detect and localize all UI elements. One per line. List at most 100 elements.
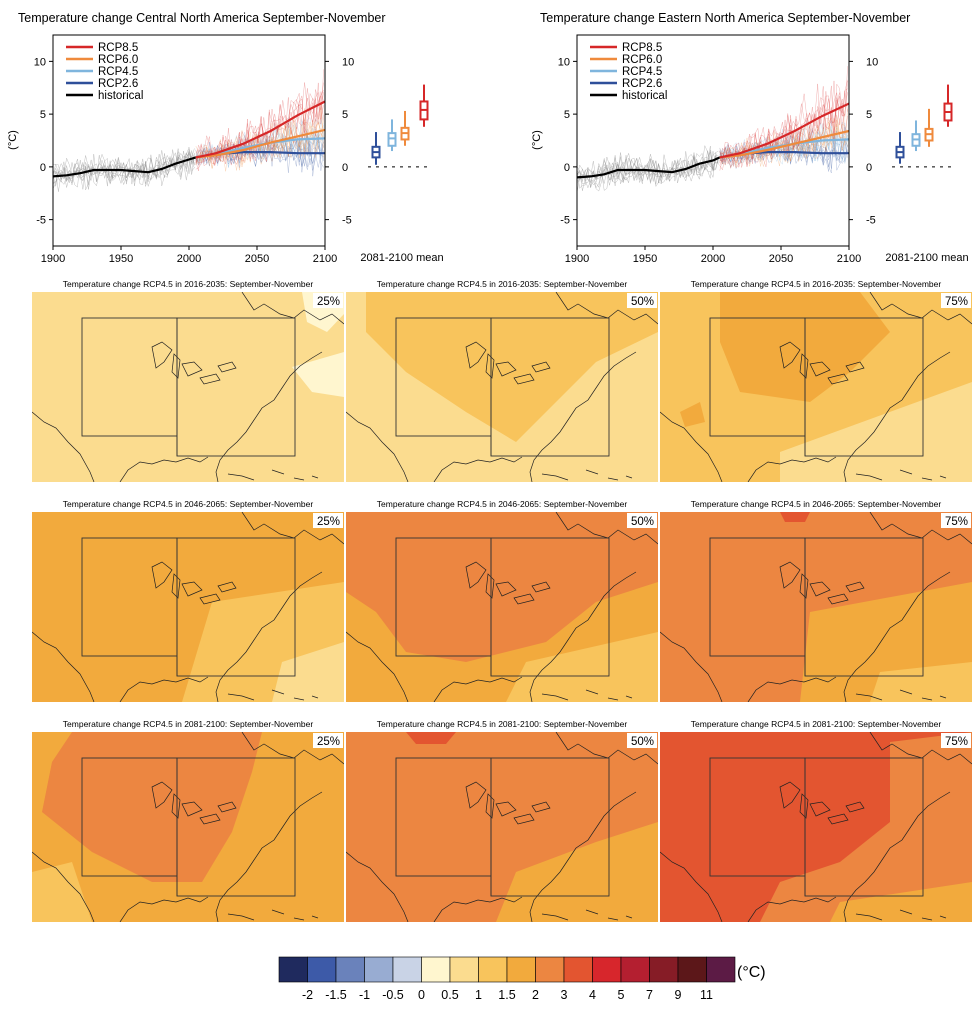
percent-label: 75% — [945, 516, 968, 528]
percent-label: 50% — [631, 516, 654, 528]
map-contour-region — [830, 882, 972, 922]
great-lakes — [779, 341, 865, 385]
x-tick-label: 2000 — [177, 253, 201, 265]
ensemble-spread — [577, 66, 848, 193]
map-title: Temperature change RCP4.5 in 2016-2035: … — [377, 279, 628, 289]
mean-line-rcp60 — [719, 129, 849, 159]
map-panel: Temperature change RCP4.5 in 2046-2065: … — [32, 499, 344, 702]
map-contour-region — [680, 402, 705, 427]
boxplot-rcp45 — [387, 119, 397, 152]
map-title: Temperature change RCP4.5 in 2016-2035: … — [691, 279, 942, 289]
y-axis-label: (°C) — [531, 130, 543, 150]
colorbar-cell — [535, 956, 565, 983]
y-tick-label-right: 10 — [342, 56, 354, 68]
historical-ensemble-member — [577, 157, 719, 189]
x-tick-label: 1900 — [41, 253, 65, 265]
colorbar-tick-label: 0.5 — [441, 988, 458, 1002]
scenario-ensemble-member — [195, 137, 324, 171]
boxplot-rcp60 — [924, 108, 934, 147]
percent-label-background — [313, 733, 343, 748]
colorbar-tick-label: 1 — [475, 988, 482, 1002]
map-background — [32, 292, 344, 482]
y-tick-label-right: 10 — [866, 56, 878, 68]
colorbar-cell — [278, 956, 308, 983]
colorbar-cell — [307, 956, 337, 983]
scenario-ensemble-member — [719, 122, 848, 165]
scenario-ensemble-member — [719, 92, 848, 164]
x-tick-label: 2050 — [245, 253, 269, 265]
percent-label-background — [313, 513, 343, 528]
percent-label: 25% — [317, 296, 340, 308]
map-panel: Temperature change RCP4.5 in 2081-2100: … — [32, 719, 344, 922]
scenario-ensemble-member — [719, 134, 848, 172]
map-panel: Temperature change RCP4.5 in 2046-2065: … — [346, 499, 658, 702]
great-lakes — [151, 561, 237, 605]
scenario-ensemble-member — [719, 130, 848, 164]
legend-label: RCP2.6 — [622, 78, 662, 90]
y-tick-label: -5 — [560, 215, 570, 227]
percent-label: 50% — [631, 296, 654, 308]
caribbean-islands — [227, 689, 319, 701]
caribbean-islands — [855, 909, 947, 921]
map-title: Temperature change RCP4.5 in 2046-2065: … — [63, 499, 314, 509]
boxplot-rcp60 — [400, 110, 410, 146]
scenario-ensemble-member — [719, 128, 848, 164]
scenario-ensemble-member — [719, 83, 848, 171]
colorbar-tick-label: -0.5 — [382, 988, 404, 1002]
map-panel: Temperature change RCP4.5 in 2016-2035: … — [32, 279, 344, 482]
boxplot-rcp45 — [911, 120, 921, 152]
colorbar-cell — [620, 956, 650, 983]
map-body — [32, 512, 344, 702]
scenario-ensemble-member — [719, 120, 848, 165]
map-contour-region — [366, 292, 658, 442]
percent-label: 50% — [631, 736, 654, 748]
colorbar-tick-label: 4 — [589, 988, 596, 1002]
y-tick-label: 5 — [564, 109, 570, 121]
map-title: Temperature change RCP4.5 in 2081-2100: … — [691, 719, 942, 729]
percent-label-background — [941, 513, 971, 528]
region-box-eastern — [176, 757, 296, 897]
percent-label-background — [627, 513, 657, 528]
colorbar-cell — [421, 956, 451, 983]
colorbar-tick-label: 0 — [418, 988, 425, 1002]
percent-label: 75% — [945, 736, 968, 748]
x-tick-label: 1950 — [109, 253, 133, 265]
region-box-eastern — [490, 317, 610, 457]
map-contour-region — [870, 662, 972, 702]
y-tick-label-right: 0 — [866, 162, 872, 174]
scenario-ensemble-member — [719, 86, 848, 169]
y-axis-label: (°C) — [7, 130, 19, 150]
map-contour-region — [780, 382, 972, 482]
map-panel: Temperature change RCP4.5 in 2016-2035: … — [660, 279, 972, 482]
y-tick-label-right: 5 — [342, 109, 348, 121]
great-lakes — [151, 341, 237, 385]
mean-label: 2081-2100 mean — [885, 252, 968, 264]
percent-label-background — [941, 733, 971, 748]
colorbar-tick-label: 9 — [675, 988, 682, 1002]
mean-label: 2081-2100 mean — [360, 252, 443, 264]
scenario-ensemble-member — [719, 130, 848, 167]
legend-label: RCP6.0 — [622, 54, 662, 66]
map-contour-region — [760, 732, 972, 922]
great-lakes — [465, 781, 551, 825]
scenario-ensemble-member — [195, 96, 324, 166]
y-tick-label: -5 — [36, 215, 46, 227]
map-title: Temperature change RCP4.5 in 2016-2035: … — [63, 279, 314, 289]
caribbean-islands — [541, 909, 633, 921]
map-contour-region — [406, 732, 456, 744]
colorbar-tick-label: 2 — [532, 988, 539, 1002]
region-box-eastern — [176, 537, 296, 677]
map-body — [32, 292, 344, 482]
timeseries-title: Temperature change Central North America… — [18, 11, 386, 25]
legend-label: historical — [98, 90, 143, 102]
colorbar-cell — [449, 956, 479, 983]
map-body — [346, 292, 658, 482]
timeseries-title: Temperature change Eastern North America… — [540, 11, 910, 25]
y-tick-label: 0 — [564, 162, 570, 174]
map-contour-region — [292, 352, 344, 397]
map-body — [660, 292, 972, 482]
colorbar-cell — [478, 956, 508, 983]
y-tick-label: 10 — [558, 56, 570, 68]
caribbean-islands — [855, 469, 947, 481]
mean-line-rcp60 — [195, 128, 325, 159]
